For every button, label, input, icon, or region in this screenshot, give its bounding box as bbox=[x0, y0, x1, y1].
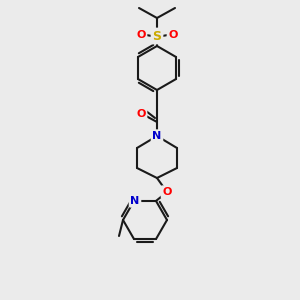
Text: O: O bbox=[168, 30, 178, 40]
Text: O: O bbox=[136, 30, 146, 40]
Text: O: O bbox=[136, 109, 146, 119]
Text: N: N bbox=[152, 131, 162, 141]
Text: O: O bbox=[162, 187, 172, 197]
Text: S: S bbox=[152, 29, 161, 43]
Text: N: N bbox=[130, 196, 140, 206]
